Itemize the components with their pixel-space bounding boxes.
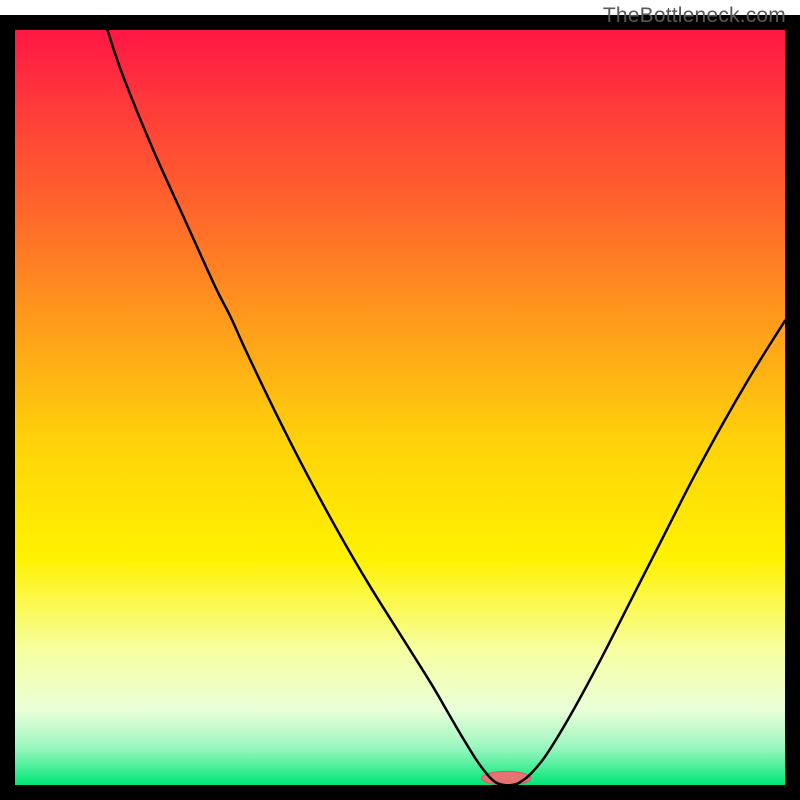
chart-svg: [0, 0, 800, 800]
bottleneck-chart: TheBottleneck.com: [0, 0, 800, 800]
chart-background: [15, 30, 785, 785]
